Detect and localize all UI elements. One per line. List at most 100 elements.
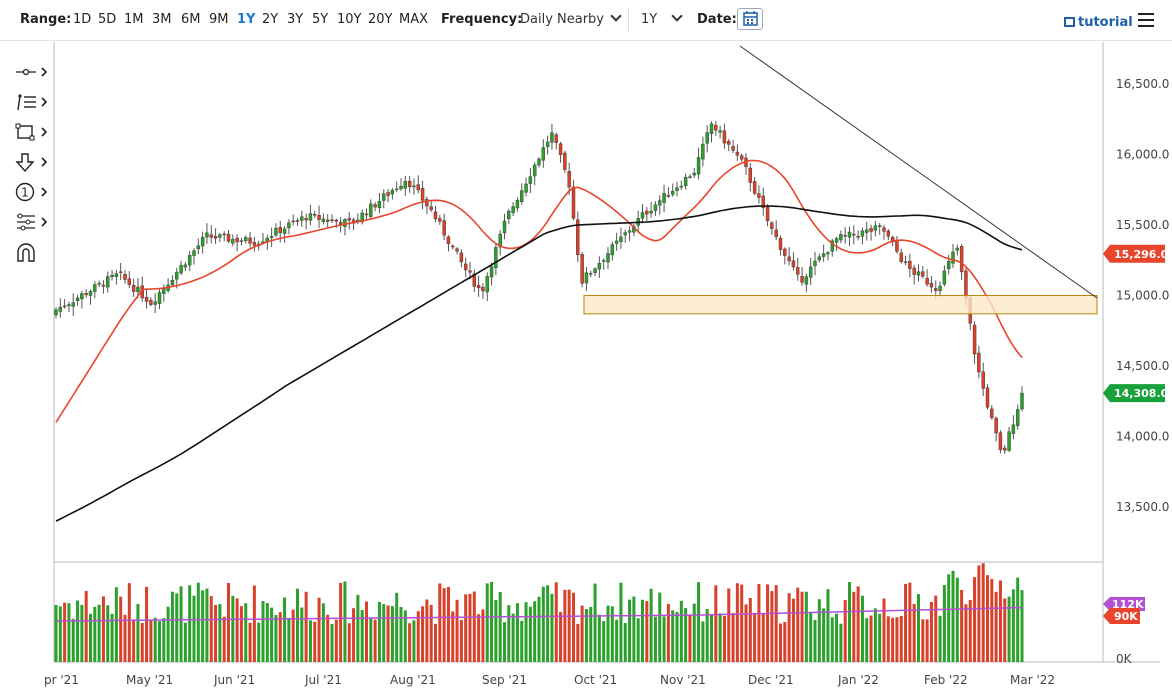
volume-bar — [196, 582, 200, 662]
range-button-5d[interactable]: 5D — [98, 12, 117, 27]
range-button-1m[interactable]: 1M — [124, 12, 144, 27]
volume-bar — [343, 581, 347, 662]
volume-bar — [606, 605, 610, 662]
volume-bar — [938, 615, 942, 662]
candle-body — [291, 220, 295, 223]
volume-bar — [459, 620, 463, 662]
candle-body — [459, 252, 464, 263]
crosshair-tool[interactable] — [10, 58, 52, 88]
candle-body — [623, 232, 627, 236]
candle-body — [313, 214, 317, 216]
candle-body — [839, 234, 843, 241]
magnet-tool-icon — [17, 243, 35, 262]
range-button-3m[interactable]: 3M — [152, 12, 172, 27]
candle-body — [140, 285, 144, 299]
fibonacci-tool[interactable] — [10, 88, 52, 118]
volume-bar — [101, 596, 105, 662]
volume-bar — [895, 617, 899, 662]
volume-bar — [1020, 590, 1024, 662]
volume-bar — [675, 612, 679, 662]
range-button-10y[interactable]: 10Y — [337, 12, 362, 27]
volume-bar — [511, 613, 515, 662]
volume-bar — [826, 589, 830, 662]
volume-bar — [731, 612, 735, 662]
volume-bar — [796, 587, 800, 662]
candle-body — [808, 266, 813, 278]
hamburger-menu-icon[interactable] — [1138, 13, 1154, 27]
range-button-3y[interactable]: 3Y — [287, 12, 304, 27]
volume-bar — [205, 588, 209, 662]
range-button-max[interactable]: MAX — [399, 12, 429, 27]
volume-bar — [140, 622, 144, 662]
range-button-5y[interactable]: 5Y — [312, 12, 329, 27]
range-button-1y[interactable]: 1Y — [237, 12, 256, 27]
candle-body — [601, 260, 606, 262]
y-tick-label: 14,500.0 — [1116, 359, 1169, 373]
volume-bar — [386, 605, 390, 662]
candle-body — [101, 284, 106, 287]
volume-bar — [753, 612, 757, 662]
volume-bar — [860, 595, 864, 662]
arrow-tool[interactable] — [10, 148, 52, 178]
volume-bar — [123, 614, 127, 662]
range-button-2y[interactable]: 2Y — [262, 12, 279, 27]
volume-bar — [283, 597, 287, 662]
volume-bar — [567, 589, 571, 662]
volume-bar — [97, 604, 101, 662]
candle-body — [709, 123, 714, 134]
candle-body — [765, 205, 770, 222]
support-zone — [583, 295, 1098, 315]
period-dropdown[interactable]: 1Y — [641, 10, 683, 27]
candle-body — [71, 302, 75, 307]
volume-bar — [645, 601, 649, 662]
candle-body — [356, 219, 360, 222]
volume-bar — [822, 608, 826, 662]
candle-body — [727, 140, 731, 145]
volume-bar — [705, 609, 709, 662]
calendar-button[interactable] — [737, 8, 763, 30]
candle-body — [153, 301, 157, 305]
volume-bar — [653, 616, 657, 662]
volume-bar — [1003, 598, 1007, 662]
volume-bar — [58, 606, 62, 662]
pattern-tool[interactable] — [10, 208, 52, 238]
volume-bar — [239, 606, 243, 662]
volume-bar — [666, 603, 670, 662]
range-button-1d[interactable]: 1D — [73, 12, 92, 27]
candle-body — [666, 195, 671, 197]
candle-body — [407, 180, 412, 187]
candle-body — [537, 158, 541, 166]
candle-body — [231, 238, 235, 244]
volume-bar — [744, 604, 748, 662]
volume-bar — [1016, 577, 1020, 662]
range-button-6m[interactable]: 6M — [181, 12, 201, 27]
range-button-9m[interactable]: 9M — [209, 12, 229, 27]
candle-body — [364, 213, 369, 216]
volume-bar — [54, 605, 58, 662]
tutorial-link[interactable]: tutorial — [1064, 15, 1133, 30]
candle-body — [619, 236, 623, 243]
volume-bar — [934, 595, 938, 662]
candle-body — [636, 218, 640, 226]
frequency-value: Daily Nearby — [520, 12, 605, 27]
candle-body — [903, 261, 908, 263]
volume-bar — [921, 619, 925, 662]
volume-bar — [433, 623, 438, 662]
range-button-20y[interactable]: 20Y — [368, 12, 393, 27]
annotation-tool[interactable]: 1 — [10, 178, 52, 208]
candle-body — [796, 267, 800, 275]
candle-body — [714, 124, 718, 131]
frequency-dropdown[interactable]: Daily Nearby — [520, 10, 622, 27]
y-tick-label: 15,000.0 — [1116, 289, 1169, 303]
magnet-tool[interactable] — [10, 238, 52, 268]
candle-body — [627, 230, 632, 233]
candle-body — [429, 206, 433, 211]
candle-body — [843, 235, 847, 237]
rectangle-tool[interactable] — [10, 118, 52, 148]
volume-bar — [804, 591, 808, 662]
candle-body — [524, 183, 528, 193]
candle-body — [890, 236, 895, 243]
candle-body — [416, 184, 420, 191]
range-label: Range: — [20, 12, 72, 27]
candle-body — [468, 270, 472, 273]
